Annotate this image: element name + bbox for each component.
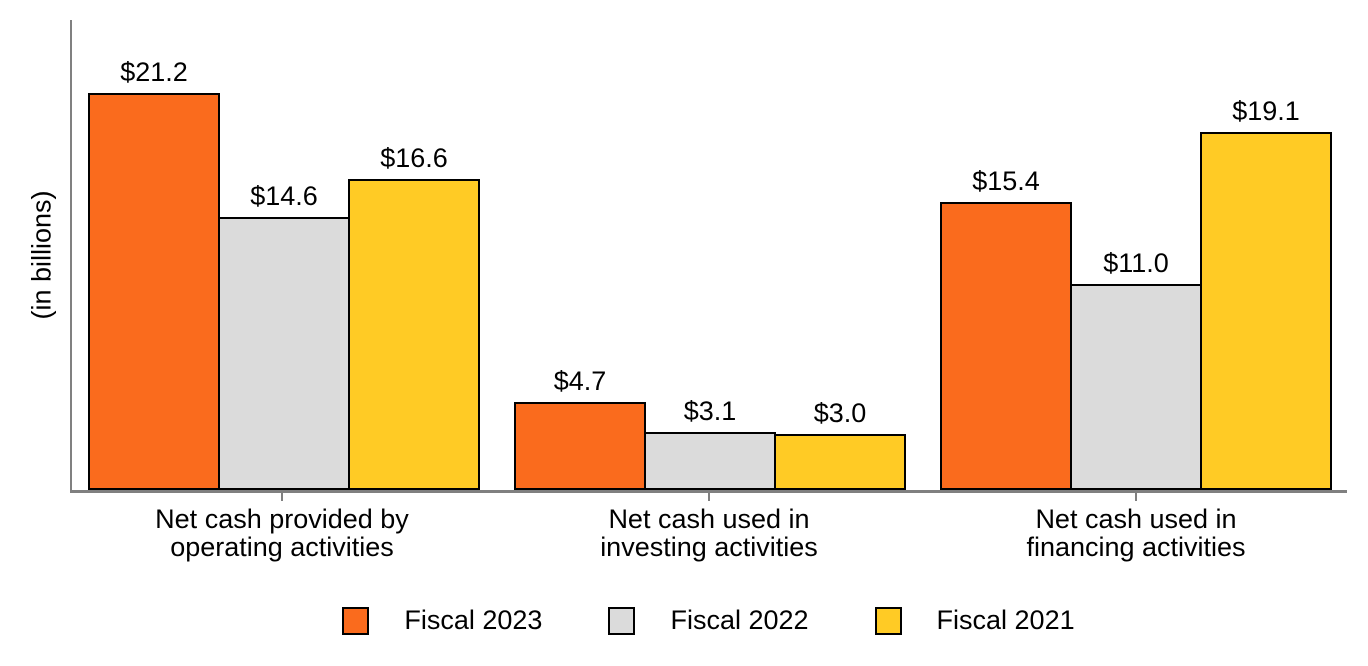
bar-value-label: $3.1 bbox=[683, 396, 737, 426]
axis-tick bbox=[708, 493, 710, 501]
bar-value-label: $4.7 bbox=[553, 366, 607, 396]
bar-fiscal-2022: $14.6 bbox=[218, 181, 350, 490]
chart-column: $21.2 $14.6 $16.6 $4.7 $3.1 $3.0 $15.4 $11.0 $19… bbox=[70, 20, 1347, 636]
bar-value-label: $15.4 bbox=[972, 166, 1040, 196]
bar-fiscal-2022: $3.1 bbox=[644, 396, 776, 490]
bar-fiscal-2023: $4.7 bbox=[514, 366, 646, 490]
bar-fiscal-2021: $3.0 bbox=[774, 398, 906, 490]
category-label-text: Net cash used in investing activities bbox=[600, 504, 818, 562]
bar-value-label: $14.6 bbox=[250, 181, 318, 211]
bar-fiscal-2021: $19.1 bbox=[1200, 96, 1332, 490]
legend-swatch bbox=[608, 606, 636, 635]
category-label: Net cash used in investing activities bbox=[513, 493, 905, 561]
bar-fiscal-2022: $11.0 bbox=[1070, 248, 1202, 490]
axis-tick bbox=[1135, 493, 1137, 501]
x-axis-labels: Net cash provided by operating activitie… bbox=[70, 493, 1347, 561]
bar-value-label: $21.2 bbox=[120, 57, 188, 87]
legend-item: Fiscal 2023 bbox=[342, 605, 542, 636]
category-label-text: Net cash provided by operating activitie… bbox=[155, 504, 409, 562]
y-axis-label: (in billions) bbox=[26, 190, 57, 320]
axis-tick bbox=[281, 493, 283, 501]
bar-value-label: $19.1 bbox=[1232, 96, 1300, 126]
bar-fiscal-2023: $15.4 bbox=[940, 166, 1072, 490]
bar-group: $4.7 $3.1 $3.0 bbox=[514, 366, 906, 490]
legend-label: Fiscal 2021 bbox=[936, 605, 1075, 635]
category-label: Net cash provided by operating activitie… bbox=[86, 493, 478, 561]
bar-group: $21.2 $14.6 $16.6 bbox=[88, 57, 480, 490]
bar-value-label: $16.6 bbox=[380, 143, 448, 173]
legend-label: Fiscal 2023 bbox=[404, 605, 543, 635]
bar-fiscal-2021: $16.6 bbox=[348, 143, 480, 490]
legend: Fiscal 2023 Fiscal 2022 Fiscal 2021 bbox=[70, 605, 1347, 636]
plot-area: $21.2 $14.6 $16.6 $4.7 $3.1 $3.0 $15.4 $11.0 $19… bbox=[70, 20, 1347, 493]
legend-item: Fiscal 2021 bbox=[874, 605, 1075, 636]
legend-item: Fiscal 2022 bbox=[608, 605, 809, 636]
category-label: Net cash used in financing activities bbox=[940, 493, 1332, 561]
bar-fiscal-2023: $21.2 bbox=[88, 57, 220, 490]
category-label-text: Net cash used in financing activities bbox=[1026, 504, 1246, 562]
bar-value-label: $11.0 bbox=[1103, 248, 1169, 278]
legend-label: Fiscal 2022 bbox=[670, 605, 809, 635]
bar-group: $15.4 $11.0 $19.1 bbox=[940, 96, 1332, 490]
bar-value-label: $3.0 bbox=[813, 398, 867, 428]
legend-swatch bbox=[342, 606, 370, 635]
legend-swatch bbox=[874, 606, 902, 635]
